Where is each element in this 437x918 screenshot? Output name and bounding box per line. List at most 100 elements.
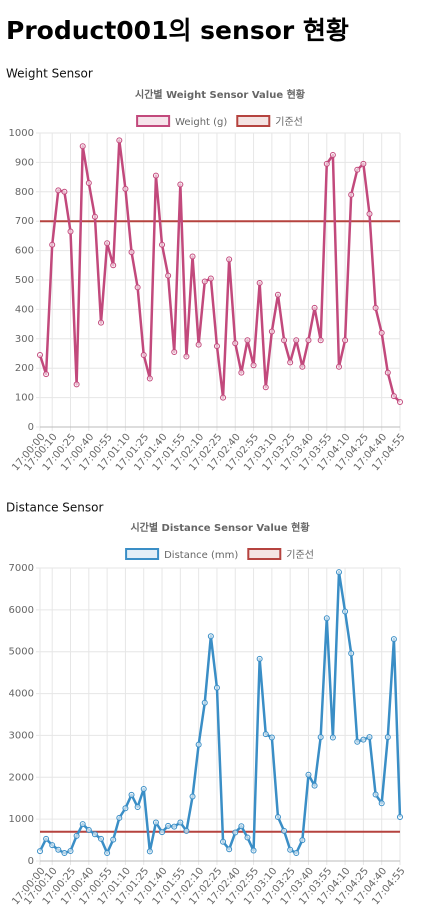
data-point: [384, 369, 391, 376]
data-point: [244, 337, 251, 344]
chart-title: 시간별 Distance Sensor Value 현황: [130, 521, 310, 534]
data-point: [268, 328, 275, 335]
data-point: [274, 291, 281, 298]
data-point: [360, 736, 367, 743]
data-point: [238, 369, 245, 376]
data-point: [43, 371, 50, 378]
data-point: [366, 210, 373, 217]
data-point: [110, 262, 117, 269]
data-point: [134, 804, 141, 811]
data-point: [171, 823, 178, 830]
data-point: [183, 827, 190, 834]
data-point: [244, 834, 251, 841]
data-point: [311, 304, 318, 311]
chart-title: 시간별 Weight Sensor Value 현황: [135, 88, 306, 101]
data-point: [226, 256, 233, 263]
y-tick-label: 1000: [9, 814, 34, 825]
data-point: [293, 337, 300, 344]
data-point: [372, 791, 379, 798]
y-tick-label: 500: [15, 275, 34, 286]
y-tick-label: 7000: [9, 563, 34, 574]
data-point: [256, 655, 263, 662]
data-point: [37, 848, 43, 855]
data-point: [250, 847, 257, 854]
y-tick-label: 400: [15, 304, 34, 315]
data-point: [91, 213, 98, 220]
data-point: [262, 731, 269, 738]
data-point: [281, 827, 288, 834]
y-tick-label: 700: [15, 216, 34, 227]
data-point: [287, 359, 294, 366]
y-tick-label: 900: [15, 157, 34, 168]
data-point: [305, 337, 312, 344]
legend-swatch: [247, 548, 282, 560]
data-point: [213, 343, 220, 350]
data-point: [152, 172, 159, 179]
data-point: [55, 846, 62, 853]
data-point: [189, 253, 196, 260]
data-point: [73, 381, 80, 388]
data-point: [262, 384, 269, 391]
data-point: [342, 337, 349, 344]
data-point: [397, 814, 403, 821]
data-point: [195, 341, 202, 348]
data-point: [317, 337, 324, 344]
data-point: [281, 337, 288, 344]
data-point: [146, 375, 153, 382]
legend-label: 기준선: [286, 549, 314, 561]
data-point: [317, 734, 324, 741]
data-point: [287, 846, 294, 853]
data-point: [299, 363, 306, 370]
y-tick-label: 300: [15, 334, 34, 345]
data-point: [43, 835, 50, 842]
section-label: Weight Sensor: [6, 67, 93, 81]
data-point: [274, 814, 281, 821]
data-point: [305, 771, 312, 778]
data-point: [122, 185, 129, 192]
data-point: [67, 228, 74, 235]
data-point: [159, 241, 166, 248]
legend-swatch: [236, 115, 271, 127]
data-point: [311, 782, 318, 789]
data-point: [67, 847, 74, 854]
data-point: [397, 399, 403, 406]
data-point: [360, 160, 367, 167]
y-tick-label: 200: [15, 363, 34, 374]
data-point: [55, 187, 62, 194]
data-point: [213, 684, 220, 691]
series-line: [38, 139, 401, 403]
data-point: [104, 240, 111, 247]
y-tick-label: 5000: [9, 647, 34, 658]
y-tick-label: 1000: [9, 128, 34, 139]
data-point: [85, 827, 92, 834]
data-point: [226, 846, 233, 853]
data-point: [61, 850, 68, 857]
data-point: [165, 272, 172, 279]
data-point: [293, 850, 300, 857]
data-point: [232, 829, 239, 836]
data-point: [201, 278, 208, 285]
y-tick-label: 4000: [9, 689, 34, 700]
y-tick-label: 3000: [9, 730, 34, 741]
data-point: [366, 734, 373, 741]
data-point: [335, 363, 342, 370]
y-tick-label: 6000: [9, 605, 34, 616]
data-point: [195, 741, 202, 748]
data-point: [98, 835, 105, 842]
data-point: [122, 805, 129, 812]
data-point: [342, 608, 349, 615]
data-point: [323, 615, 330, 622]
data-point: [116, 814, 123, 821]
data-point: [177, 181, 184, 188]
data-point: [250, 362, 257, 369]
data-point: [220, 838, 227, 845]
data-point: [159, 829, 166, 836]
data-point: [140, 351, 147, 358]
data-point: [354, 738, 361, 745]
data-point: [171, 349, 178, 356]
data-point: [348, 650, 355, 657]
legend-swatch: [136, 115, 171, 127]
data-point: [329, 152, 336, 159]
data-point: [37, 351, 43, 358]
